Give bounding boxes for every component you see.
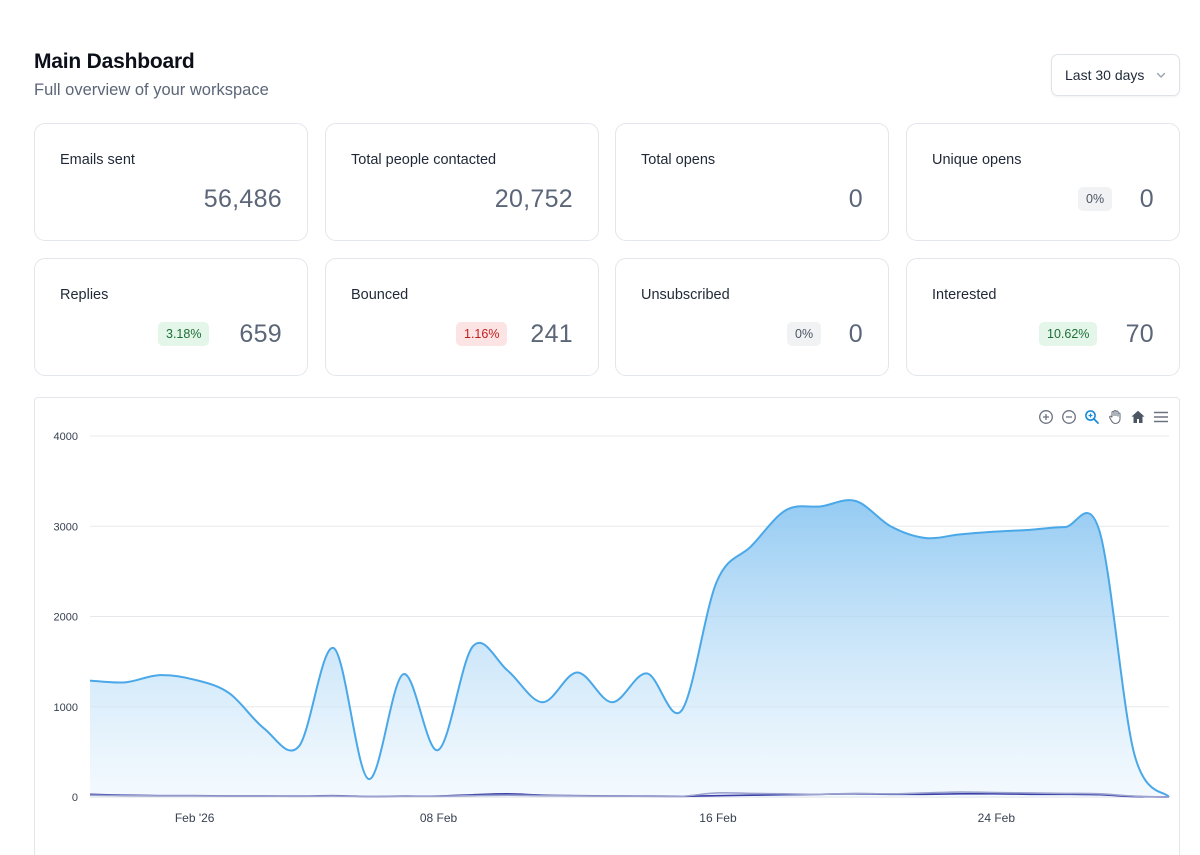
menu-icon[interactable] [1152,408,1169,425]
series-area [90,500,1169,797]
stat-value: 659 [239,320,282,348]
date-range-select[interactable]: Last 30 days [1051,54,1180,96]
y-tick-label: 0 [72,792,78,804]
page-header: Main Dashboard Full overview of your wor… [34,50,269,100]
y-tick-label: 1000 [54,702,78,714]
series-line [89,791,1170,798]
stat-value: 0 [848,185,863,213]
stat-label: Interested [932,287,997,303]
stat-card-people-contacted: Total people contacted 20,752 [325,123,599,241]
stat-label: Emails sent [60,152,135,168]
stat-badge: 10.62% [1039,322,1098,346]
y-tick-label: 4000 [54,431,78,443]
stat-value: 70 [1125,320,1154,348]
pan-hand-icon[interactable] [1106,408,1123,425]
stat-label: Unsubscribed [641,287,730,303]
zoom-in-icon[interactable] [1037,408,1054,425]
stat-label: Bounced [351,287,409,303]
stat-badge: 3.18% [158,322,210,346]
stat-value: 0 [848,320,863,348]
stat-badge: 0% [787,322,822,346]
x-tick-label: Feb '26 [175,811,215,825]
activity-chart-panel: 0 1000 2000 3000 4000 Feb '26 08 Feb 16 Feb 24 F… [34,397,1180,855]
stat-value: 56,486 [203,185,282,213]
y-tick-label: 3000 [54,521,78,533]
stat-card-unique-opens: Unique opens 0% 0 [906,123,1180,241]
stat-badge: 0% [1078,187,1113,211]
chart-toolbar [1037,408,1169,425]
stat-card-replies: Replies 3.18% 659 [34,258,308,376]
page-title: Main Dashboard [34,50,195,73]
stat-badge: 1.16% [456,322,508,346]
stat-value: 241 [530,320,573,348]
x-tick-label: 16 Feb [699,811,737,825]
reset-home-icon[interactable] [1129,408,1146,425]
selection-zoom-icon[interactable] [1083,408,1100,425]
x-tick-label: 08 Feb [420,811,458,825]
stat-label: Total people contacted [351,152,497,168]
page-subtitle: Full overview of your workspace [34,81,269,99]
y-tick-label: 2000 [54,612,78,624]
stat-value: 0 [1139,185,1154,213]
stat-label: Unique opens [932,152,1022,168]
chevron-down-icon [1156,72,1166,78]
date-range-value: Last 30 days [1065,67,1145,83]
stat-value: 20,752 [494,185,573,213]
stat-label: Replies [60,287,109,303]
stat-card-total-opens: Total opens 0 [615,123,889,241]
stat-card-interested: Interested 10.62% 70 [906,258,1180,376]
stat-card-unsubscribed: Unsubscribed 0% 0 [615,258,889,376]
stat-card-emails-sent: Emails sent 56,486 [34,123,308,241]
stat-card-bounced: Bounced 1.16% 241 [325,258,599,376]
series-line [89,499,1170,798]
stat-label: Total opens [641,152,716,168]
x-tick-label: 24 Feb [978,811,1016,825]
activity-chart: 0 1000 2000 3000 4000 Feb '26 08 Feb 16 Feb 24 F… [54,431,1170,825]
zoom-out-icon[interactable] [1060,408,1077,425]
